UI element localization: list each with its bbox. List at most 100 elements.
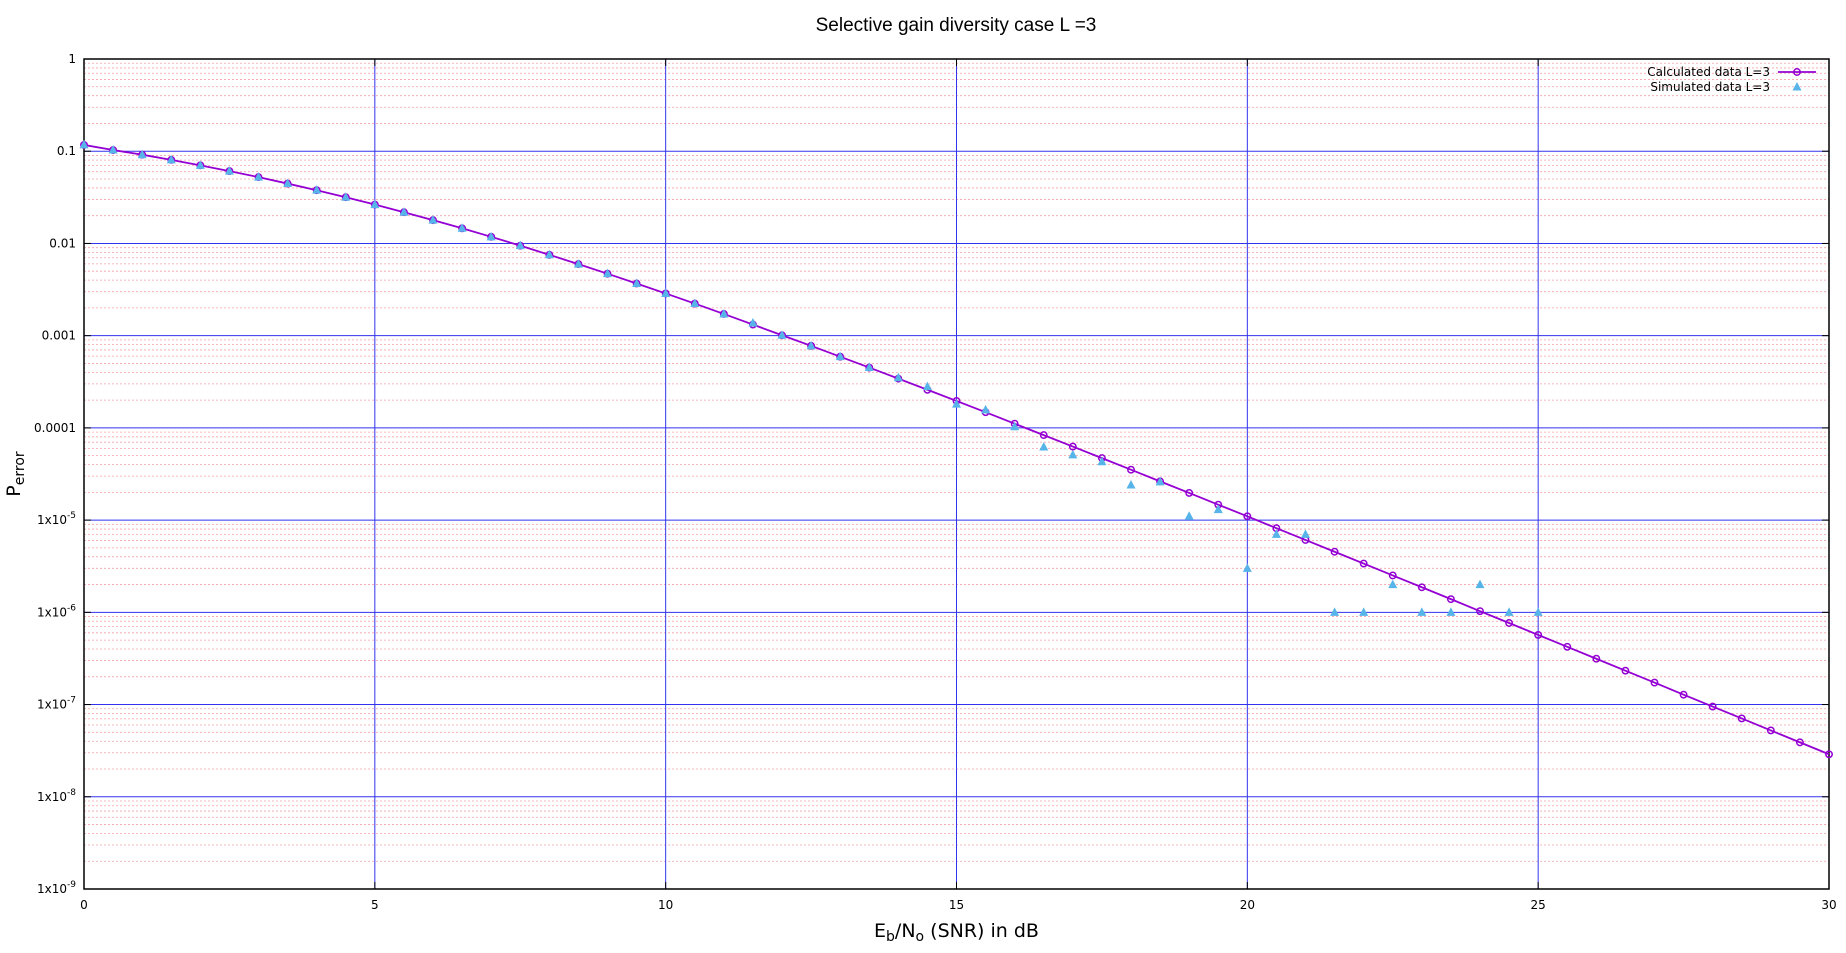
calculated-point [1825,750,1833,759]
simulated-point [632,278,642,287]
y-tick-label: 1 [68,52,76,66]
simulated-point [719,308,729,318]
y-tick-label: 0.001 [42,329,76,343]
calculated-point [1068,442,1077,451]
simulated-point [1446,607,1456,616]
calculated-point [1737,714,1746,723]
x-tick-label: 5 [371,898,379,912]
x-axis-title-main: E [874,920,886,942]
calculated-point [1417,583,1426,592]
calculated-point [1330,547,1339,556]
y-axis-title-main: P [3,485,25,496]
calculated-point [1127,465,1135,474]
simulated-point [137,149,147,159]
simulated-point [1388,579,1398,589]
legend-label-simulated: Simulated data L=3 [1650,80,1770,94]
simulated-point [922,381,932,391]
simulated-point [1213,504,1223,514]
calculated-point [1185,489,1194,497]
y-tick-label: 1x10-9 [37,880,76,896]
simulated-point [1271,529,1281,538]
chart-title: Selective gain diversity case L =3 [816,15,1097,36]
simulated-point [79,139,89,149]
x-tick-label: 15 [949,898,964,912]
simulated-point [1359,607,1369,616]
simulated-point [1068,449,1078,459]
x-tick-labels: 0 5 10 15 20 25 30 [80,898,1836,912]
simulated-point [1242,563,1252,572]
calculated-point [1039,431,1048,440]
legend-label-calculated: Calculated data L=3 [1647,65,1770,79]
y-tick-label: 0.0001 [34,421,76,435]
axis-ticks [83,58,1830,890]
simulated-point [1039,442,1049,451]
calculated-point [1446,595,1455,604]
simulated-point [370,199,380,209]
calculated-point [1243,512,1252,521]
y-tick-labels: 1 0.1 0.01 0.001 0.0001 1x10-5 1x10-6 1x10-7 1x1… [34,52,76,896]
x-tick-label: 10 [658,898,673,912]
calculated-point [1766,726,1775,735]
x-axis-title-sub2: o [916,929,925,945]
simulated-point [1126,480,1136,489]
simulated-point [1417,607,1427,616]
legend: Calculated data L=3 Simulated data L=3 [1647,65,1816,94]
simulated-point [1504,607,1514,616]
simulated-point [428,215,438,224]
simulated-point [1330,607,1340,616]
simulated-point [1010,421,1020,431]
simulated-point [312,185,322,194]
calculated-point [1592,654,1601,663]
x-axis-title-rest: (SNR) in dB [924,920,1039,942]
x-tick-label: 25 [1531,898,1546,912]
calculated-point [1563,642,1572,651]
calculated-point [1650,678,1659,687]
calculated-point [1679,690,1688,699]
simulated-point [254,172,263,181]
simulated-point [603,268,612,278]
simulated-point [1533,607,1543,616]
simulated-point [835,351,845,361]
simulated-point [486,231,496,241]
y-axis-title-sub: error [12,451,28,485]
simulated-point [864,362,874,372]
calculated-point [1621,666,1630,675]
y-tick-label: 1x10-8 [37,788,76,804]
simulated-point [283,178,293,188]
simulated-point [108,145,118,154]
simulated-point [661,288,671,297]
simulated-point [544,249,554,259]
x-axis-title-sub1: b [886,929,895,945]
simulated-point [893,372,903,382]
y-tick-label: 1x10-5 [37,511,76,527]
y-tick-label: 1x10-6 [37,603,76,619]
calculated-point [1505,619,1514,627]
y-tick-label: 1x10-7 [37,696,76,712]
simulated-point [195,160,205,169]
calculated-point [1359,559,1368,568]
simulated-point [952,399,961,408]
calculated-point [1534,630,1543,639]
simulated-point [748,318,758,327]
calculated-point [1795,738,1804,747]
major-grid [84,59,1829,889]
simulated-point [1184,511,1194,520]
x-axis-title-mid: /N [895,920,916,942]
simulated-point [399,207,409,216]
x-axis-title: Eb/No (SNR) in dB [874,920,1039,945]
y-tick-label: 0.1 [57,144,76,158]
simulated-point [515,240,525,250]
simulated-point [690,298,700,308]
series-simulated [79,139,1543,616]
simulated-point [777,330,787,339]
simulated-point [981,404,991,414]
y-axis-title: Perror [3,451,28,497]
simulated-point [1097,456,1107,466]
simulated-point [806,340,816,350]
simulated-point [573,259,583,268]
simulated-point [166,154,176,164]
x-tick-label: 20 [1240,898,1255,912]
calculated-point [1476,607,1484,616]
legend-marker-calculated [1793,68,1801,76]
